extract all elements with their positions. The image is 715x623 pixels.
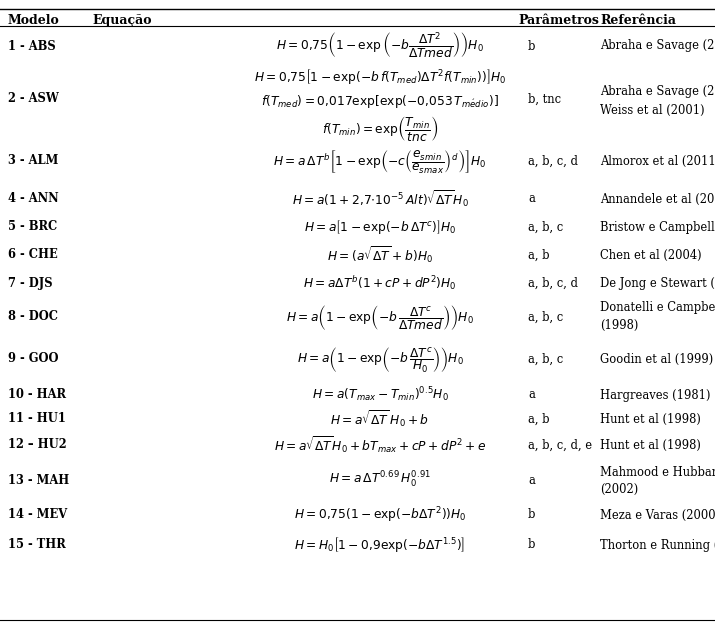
Text: Donatelli e Campbell: Donatelli e Campbell [600, 302, 715, 315]
Text: 10 - HAR: 10 - HAR [8, 389, 66, 401]
Text: Hargreaves (1981): Hargreaves (1981) [600, 389, 711, 401]
Text: $H = a\Delta T^{b}(1 + cP + dP^2)H_0$: $H = a\Delta T^{b}(1 + cP + dP^2)H_0$ [303, 274, 457, 292]
Text: Annandele et al (2002): Annandele et al (2002) [600, 193, 715, 206]
Text: $H = a(T_{max} - T_{min})^{0.5}H_0$: $H = a(T_{max} - T_{min})^{0.5}H_0$ [312, 386, 448, 404]
Text: Hunt et al (1998): Hunt et al (1998) [600, 412, 701, 426]
Text: Modelo: Modelo [8, 14, 60, 27]
Text: $H = a\left(1 - \exp\!\left(-b\,\dfrac{\Delta T^{c}}{\Delta Tmed}\right)\right)H: $H = a\left(1 - \exp\!\left(-b\,\dfrac{\… [286, 303, 474, 331]
Text: 7 - DJS: 7 - DJS [8, 277, 53, 290]
Text: Almorox et al (2011): Almorox et al (2011) [600, 155, 715, 168]
Text: 4 - ANN: 4 - ANN [8, 193, 59, 206]
Text: De Jong e Stewart (1993): De Jong e Stewart (1993) [600, 277, 715, 290]
Text: 2 - ASW: 2 - ASW [8, 92, 59, 105]
Text: Thorton e Running (1999): Thorton e Running (1999) [600, 538, 715, 551]
Text: $H = 0{,}75\left[1 - \exp(-b\,f(T_{med})\Delta T^2 f(T_{min}))\right] H_0$: $H = 0{,}75\left[1 - \exp(-b\,f(T_{med})… [254, 67, 506, 85]
Text: 11 - HU1: 11 - HU1 [8, 412, 66, 426]
Text: $H = H_0\left[1 - 0{,}9\exp(-b\Delta T^{1.5})\right]$: $H = H_0\left[1 - 0{,}9\exp(-b\Delta T^{… [295, 536, 465, 554]
Text: a: a [528, 389, 535, 401]
Text: $H = a(1 + 2{,}7{\cdot}10^{-5}\,Alt)\sqrt{\Delta T}H_0$: $H = a(1 + 2{,}7{\cdot}10^{-5}\,Alt)\sqr… [292, 189, 468, 209]
Text: Parâmetros: Parâmetros [518, 14, 599, 27]
Text: a, b: a, b [528, 412, 550, 426]
Text: b: b [528, 538, 536, 551]
Text: (1998): (1998) [600, 318, 638, 331]
Text: 13 - MAH: 13 - MAH [8, 473, 69, 487]
Text: Abraha e Savage (2008): Abraha e Savage (2008) [600, 39, 715, 52]
Text: 1 - ABS: 1 - ABS [8, 39, 56, 52]
Text: 8 - DOC: 8 - DOC [8, 310, 58, 323]
Text: Meza e Varas (2000): Meza e Varas (2000) [600, 508, 715, 521]
Text: $H = (a\sqrt{\Delta T} + b)H_0$: $H = (a\sqrt{\Delta T} + b)H_0$ [327, 245, 433, 265]
Text: Mahmood e Hubbard: Mahmood e Hubbard [600, 465, 715, 478]
Text: a, b, c: a, b, c [528, 221, 563, 234]
Text: Referência: Referência [600, 14, 676, 27]
Text: a, b, c: a, b, c [528, 353, 563, 366]
Text: Weiss et al (2001): Weiss et al (2001) [600, 103, 704, 117]
Text: a, b, c, d: a, b, c, d [528, 155, 578, 168]
Text: 3 - ALM: 3 - ALM [8, 155, 59, 168]
Text: $H = a\sqrt{\Delta T}\,H_0 + b$: $H = a\sqrt{\Delta T}\,H_0 + b$ [330, 409, 430, 429]
Text: $H = a\,\Delta T^{b}\left[1 - \exp\!\left(-c\left(\dfrac{e_{smin}}{e_{smax}}\rig: $H = a\,\Delta T^{b}\left[1 - \exp\!\lef… [273, 148, 486, 174]
Text: Chen et al (2004): Chen et al (2004) [600, 249, 701, 262]
Text: $H = a\sqrt{\Delta T}H_0 + bT_{max} + cP + dP^2 + e$: $H = a\sqrt{\Delta T}H_0 + bT_{max} + cP… [274, 435, 486, 455]
Text: Equação: Equação [92, 14, 152, 27]
Text: (2002): (2002) [600, 482, 638, 495]
Text: Goodin et al (1999): Goodin et al (1999) [600, 353, 714, 366]
Text: 14 - MEV: 14 - MEV [8, 508, 67, 521]
Text: a: a [528, 193, 535, 206]
Text: $H = 0{,}75\left(1 - \exp\left(-b\dfrac{\Delta T^2}{\Delta Tmed}\right)\right)H_: $H = 0{,}75\left(1 - \exp\left(-b\dfrac{… [276, 31, 484, 61]
Text: 9 - GOO: 9 - GOO [8, 353, 59, 366]
Text: Bristow e Campbell (1984): Bristow e Campbell (1984) [600, 221, 715, 234]
Text: Abraha e Savage (2008);: Abraha e Savage (2008); [600, 85, 715, 98]
Text: $f(T_{med}) = 0{,}017\exp[\exp(-0{,}053\,T_{m\acute{e}dio})]$: $f(T_{med}) = 0{,}017\exp[\exp(-0{,}053\… [261, 92, 499, 110]
Text: a, b, c, d: a, b, c, d [528, 277, 578, 290]
Text: $H = a\left[1 - \exp(-b\,\Delta T^{c})\right]H_0$: $H = a\left[1 - \exp(-b\,\Delta T^{c})\r… [304, 218, 456, 236]
Text: a, b, c, d, e: a, b, c, d, e [528, 439, 592, 452]
Text: 5 - BRC: 5 - BRC [8, 221, 57, 234]
Text: b: b [528, 39, 536, 52]
Text: 12 – HU2: 12 – HU2 [8, 439, 66, 452]
Text: 6 - CHE: 6 - CHE [8, 249, 58, 262]
Text: b, tnc: b, tnc [528, 92, 561, 105]
Text: a, b: a, b [528, 249, 550, 262]
Text: Hunt et al (1998): Hunt et al (1998) [600, 439, 701, 452]
Text: 15 - THR: 15 - THR [8, 538, 66, 551]
Text: b: b [528, 508, 536, 521]
Text: $f(T_{min}) = \exp\!\left(\dfrac{T_{min}}{tnc}\right)$: $f(T_{min}) = \exp\!\left(\dfrac{T_{min}… [322, 115, 438, 143]
Text: $H = a\,\Delta T^{0.69}\,H_0^{0.91}$: $H = a\,\Delta T^{0.69}\,H_0^{0.91}$ [329, 470, 431, 490]
Text: a, b, c: a, b, c [528, 310, 563, 323]
Text: $H = 0{,}75(1 - \exp(-b\Delta T^2))H_0$: $H = 0{,}75(1 - \exp(-b\Delta T^2))H_0$ [294, 505, 466, 525]
Text: $H = a\left(1 - \exp\!\left(-b\,\dfrac{\Delta T^{c}}{H_0}\right)\right)H_0$: $H = a\left(1 - \exp\!\left(-b\,\dfrac{\… [297, 345, 463, 374]
Text: a: a [528, 473, 535, 487]
